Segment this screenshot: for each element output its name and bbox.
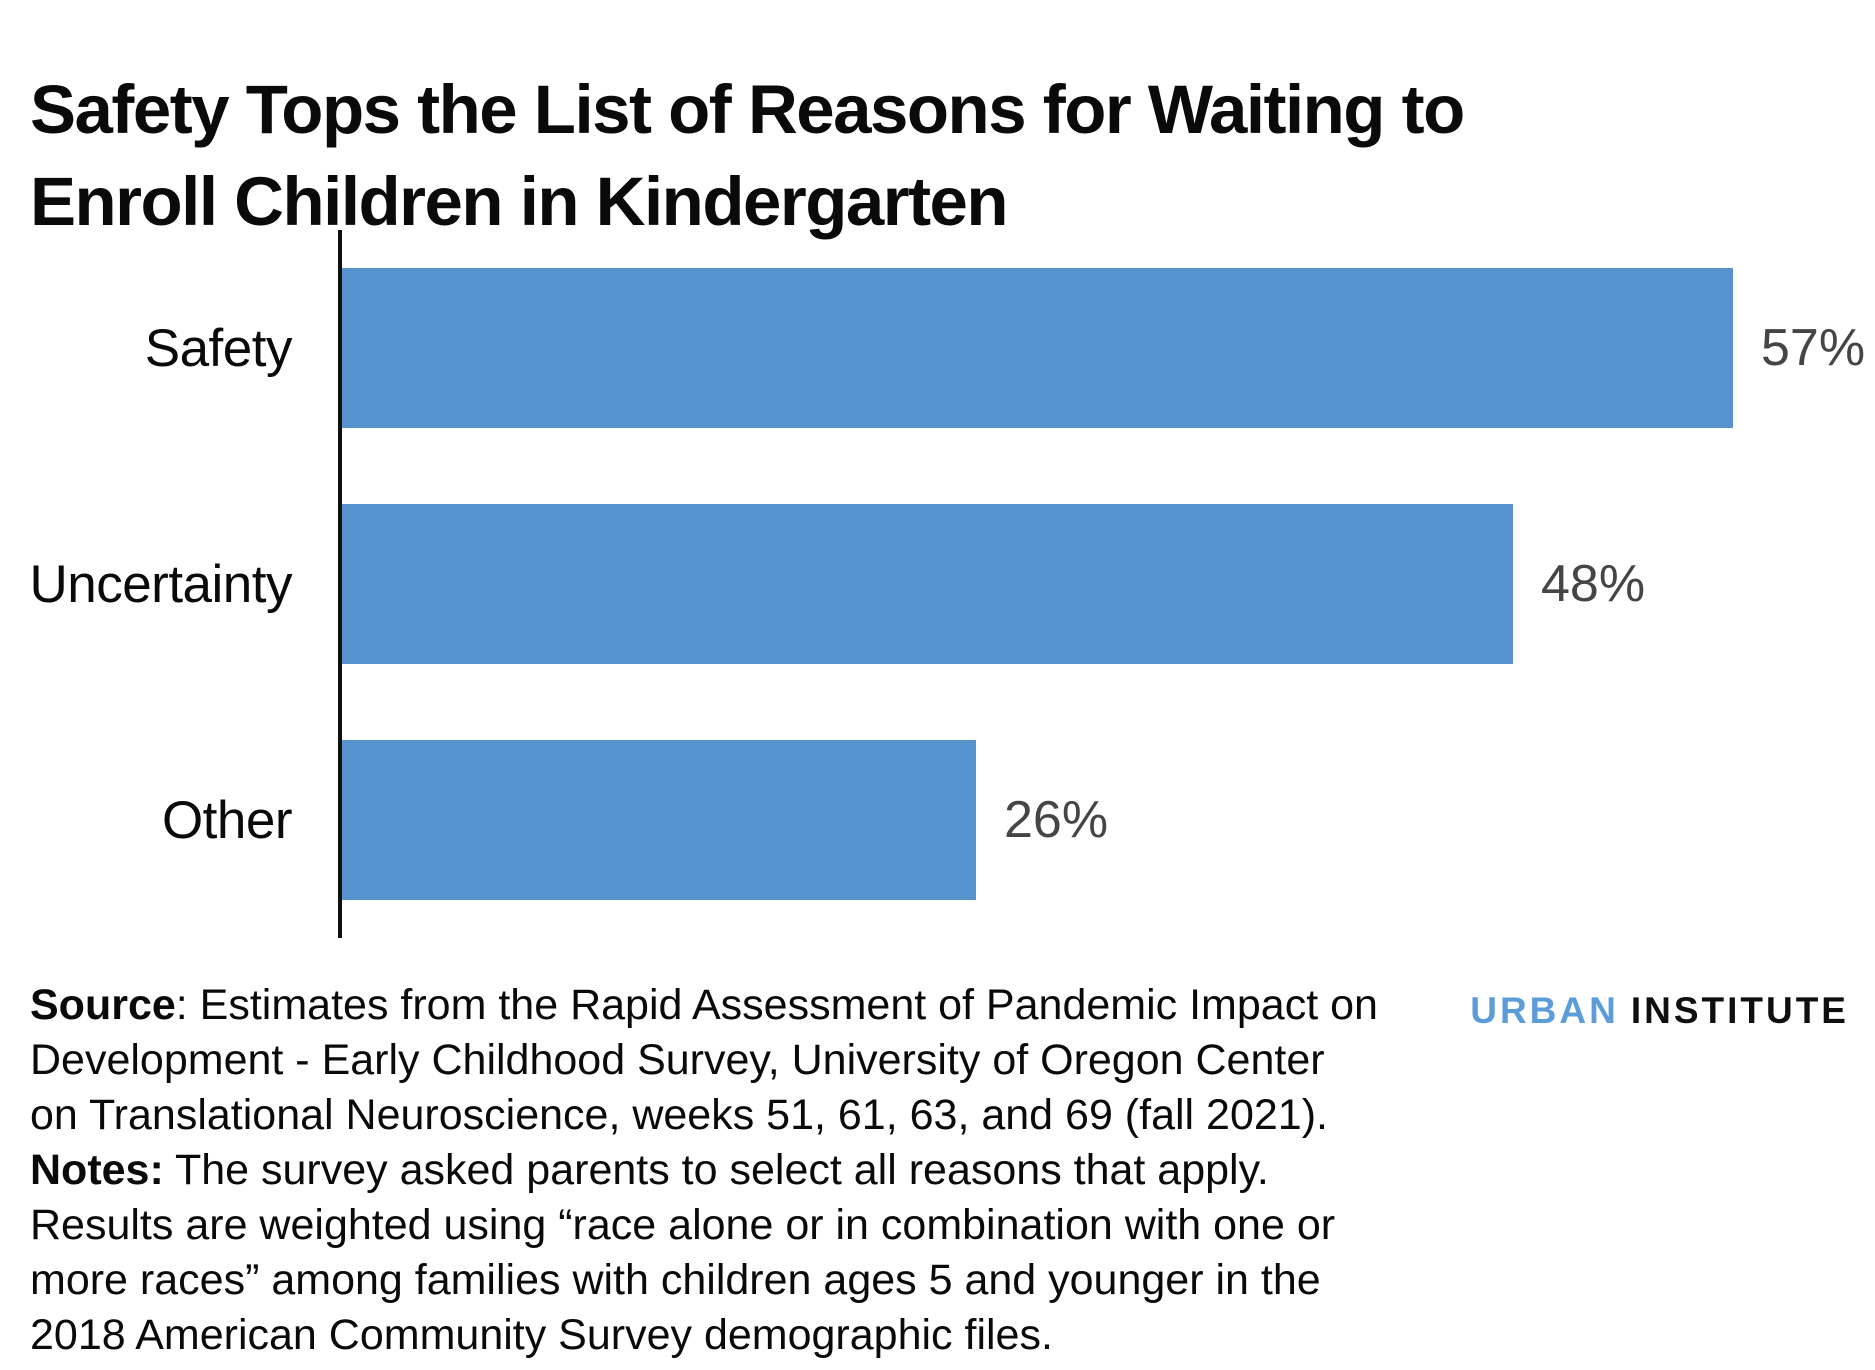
footnote: Source: Estimates from the Rapid Assessm… [30,978,1530,1363]
chart-title: Safety Tops the List of Reasons for Wait… [30,71,1465,241]
logo-word-urban: URBAN [1470,990,1619,1031]
source-text: : Estimates from the Rapid Assessment of… [30,981,1378,1139]
bar-chart: Safety 57% Uncertainty 48% Other 26% [0,230,1875,938]
bar-other [342,740,976,900]
notes-text: The survey asked parents to select all r… [30,1146,1336,1359]
urban-institute-logo: URBAN INSTITUTE [1470,990,1849,1032]
category-label: Other [161,790,293,850]
category-label: Safety [144,318,293,378]
value-label: 57% [1761,319,1866,377]
bar-uncertainty [342,504,1513,664]
y-axis-line [338,230,342,938]
source-note: Source: Estimates from the Rapid Assessm… [30,978,1530,1143]
notes-label: Notes: [30,1146,164,1194]
chart-row: Uncertainty 48% [0,466,1875,702]
notes-note: Notes: The survey asked parents to selec… [30,1143,1530,1363]
value-label: 26% [1004,791,1109,849]
source-label: Source [30,981,176,1029]
logo-word-institute: INSTITUTE [1630,990,1849,1031]
category-label: Uncertainty [29,554,292,614]
chart-row: Other 26% [0,702,1875,938]
chart-row: Safety 57% [0,230,1875,466]
bar-safety [342,268,1733,428]
value-label: 48% [1541,555,1646,613]
